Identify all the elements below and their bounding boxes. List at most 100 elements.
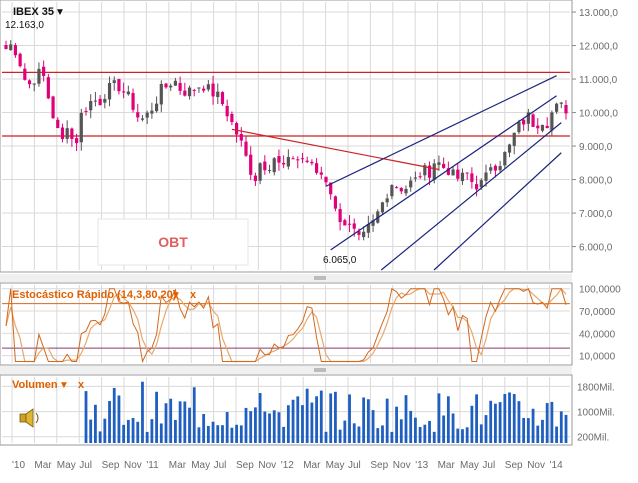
candle-body xyxy=(362,231,366,238)
candle-body xyxy=(70,128,74,139)
volume-bar xyxy=(541,419,544,443)
volume-bar xyxy=(329,393,333,443)
volume-bar xyxy=(272,410,276,443)
candle-body xyxy=(385,198,389,203)
volume-bar xyxy=(550,401,554,443)
candle-body xyxy=(126,91,130,95)
candle-body xyxy=(423,165,427,176)
volume-title-menu[interactable]: Volumen ▼ xyxy=(12,379,69,391)
price-y-tick-label: 12.000,0 xyxy=(579,42,618,53)
trend-line xyxy=(231,128,440,171)
volume-bar xyxy=(183,401,187,443)
candle-body xyxy=(65,128,69,139)
horizontal-lines xyxy=(2,71,570,137)
volume-bar xyxy=(409,410,413,443)
trend-line xyxy=(325,75,557,187)
price-y-tick-label: 8.000,0 xyxy=(579,176,613,187)
x-tick-label: Nov xyxy=(527,460,545,471)
volume-bar xyxy=(479,424,483,443)
volume-close-button[interactable]: x xyxy=(78,379,85,391)
volume-bar xyxy=(371,410,375,443)
candle-body xyxy=(291,158,295,160)
candle-body xyxy=(296,159,300,161)
volume-bar xyxy=(301,405,304,443)
volume-bar xyxy=(206,425,210,443)
candle-body xyxy=(329,182,333,195)
volume-bar xyxy=(117,395,121,443)
stochastic-y-tick-label: 40,0000 xyxy=(579,329,616,340)
volume-bar xyxy=(414,417,417,443)
volume-bar xyxy=(461,429,464,443)
candle-body xyxy=(418,176,422,178)
volume-bar xyxy=(512,394,516,443)
candle-body xyxy=(253,175,258,182)
volume-bar xyxy=(192,387,196,443)
volume-bar xyxy=(564,414,568,443)
candle-body xyxy=(333,196,338,209)
candle-body xyxy=(432,163,436,180)
volume-bar xyxy=(366,399,370,443)
candle-body xyxy=(234,122,239,135)
candle-body xyxy=(399,188,403,192)
volume-bar xyxy=(442,415,446,443)
stochastic-title-menu[interactable]: Estocástico Rápido (14,3,80,20) ▼ xyxy=(12,289,181,301)
candle-body xyxy=(338,208,342,223)
candle-body xyxy=(239,133,243,141)
volume-bar xyxy=(131,418,135,443)
panel-splitter-top[interactable] xyxy=(0,274,572,282)
panel-splitter-bottom[interactable] xyxy=(0,366,572,374)
volume-series xyxy=(84,381,568,443)
candle-body xyxy=(23,68,27,80)
volume-bar xyxy=(305,388,309,443)
volume-bar xyxy=(216,425,220,443)
candle-body xyxy=(310,161,314,164)
x-tick-label: '14 xyxy=(550,460,563,471)
volume-bar xyxy=(385,398,389,443)
stochastic-close-button[interactable]: x xyxy=(190,289,197,301)
volume-bar xyxy=(517,401,521,443)
speaker-icon[interactable] xyxy=(19,408,39,428)
price-title-menu[interactable]: IBEX 35 ▼ xyxy=(13,6,65,18)
stochastic-d-line xyxy=(5,287,567,363)
volume-bar xyxy=(555,426,558,443)
volume-bar xyxy=(423,424,427,443)
stochastic-title: Estocástico Rápido (14,3,80,20) xyxy=(12,289,177,301)
candle-body xyxy=(230,113,234,123)
watermark-box xyxy=(97,218,249,266)
volume-bar xyxy=(352,423,356,443)
volume-bar xyxy=(239,425,243,443)
axis-ticks: '10 Mar May Jul Sep Nov '11 Mar May Jul Sep Nov '12 M… xyxy=(12,8,621,471)
candle-body xyxy=(60,127,65,140)
x-tick-label: '10 xyxy=(12,460,25,471)
x-tick-label: Sep xyxy=(102,460,120,471)
candle-body xyxy=(18,53,22,67)
volume-bar xyxy=(291,399,295,443)
volume-bar xyxy=(418,426,422,443)
volume-bar xyxy=(437,393,441,443)
volume-bar xyxy=(103,418,107,443)
x-tick-label: Nov xyxy=(258,460,276,471)
volume-bar xyxy=(559,411,563,443)
candle-body xyxy=(371,220,375,226)
x-tick-label: Sep xyxy=(505,460,523,471)
volume-bar xyxy=(178,401,182,443)
stochastic-y-tick-label: 10,0000 xyxy=(579,352,616,363)
volume-title: Volumen xyxy=(12,379,58,391)
watermark-text: OBT xyxy=(158,234,188,250)
volume-bar xyxy=(494,403,497,443)
candle-body xyxy=(456,169,460,179)
candle-body xyxy=(192,89,196,91)
x-tick-label: Mar xyxy=(438,460,456,471)
volume-bar xyxy=(197,427,201,443)
volume-bar xyxy=(286,405,290,443)
candle-body xyxy=(98,98,102,106)
candle-body xyxy=(107,83,112,100)
candle-body xyxy=(366,223,370,233)
volume-bar xyxy=(456,428,460,443)
volume-bar xyxy=(428,420,431,443)
candle-body xyxy=(522,119,526,125)
volume-bar xyxy=(334,391,337,443)
volume-y-tick-label: 1000Mil. xyxy=(577,408,615,419)
candle-body xyxy=(554,103,559,112)
